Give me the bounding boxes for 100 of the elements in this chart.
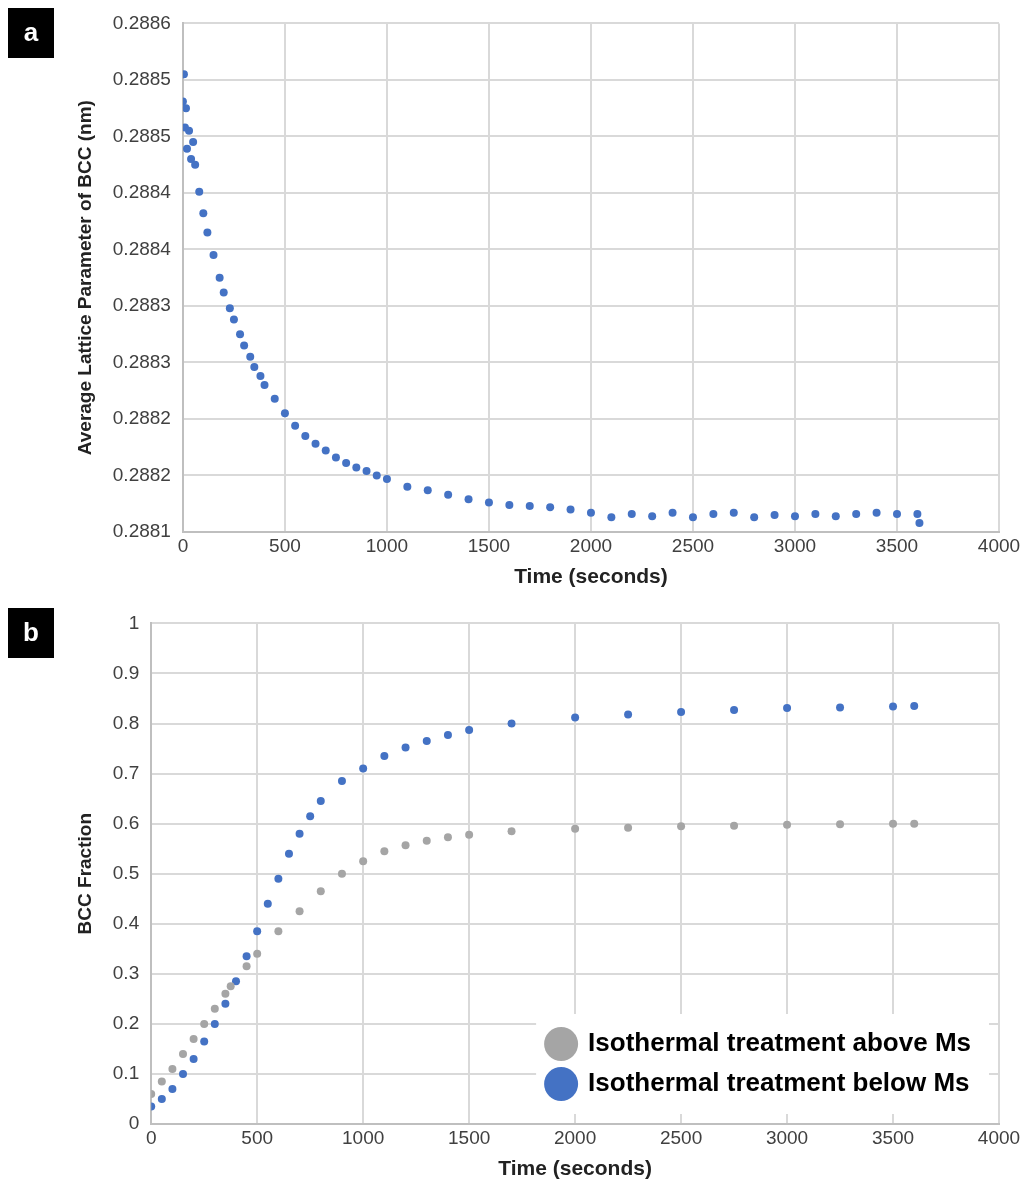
point: [624, 710, 633, 719]
x-tick-label: 1000: [342, 1126, 385, 1148]
point: [422, 737, 431, 746]
point: [677, 708, 686, 717]
point: [507, 827, 516, 836]
y-tick-label: 0.2883: [112, 350, 171, 372]
x-tick-label: 2500: [671, 534, 715, 556]
point: [401, 841, 410, 850]
point: [507, 719, 516, 728]
x-axis-title: Time (seconds): [498, 1156, 652, 1180]
point: [380, 752, 389, 761]
point: [465, 830, 474, 839]
x-tick-label: 2500: [659, 1126, 703, 1148]
point: [189, 1034, 198, 1043]
x-tick-label: 3500: [875, 534, 919, 556]
x-tick-label: 0: [177, 534, 189, 556]
y-tick-label: 0.1: [112, 1062, 140, 1084]
point: [783, 820, 792, 829]
x-tick-label: 3000: [773, 534, 817, 556]
point: [226, 982, 235, 991]
point: [359, 857, 368, 866]
point: [253, 927, 262, 936]
point: [401, 743, 410, 752]
x-axis-title: Time (seconds): [514, 564, 668, 588]
y-tick-label: 0: [128, 1112, 140, 1134]
point: [179, 1049, 188, 1058]
y-tick-label: 0.2881: [112, 520, 171, 542]
legend-label: Isothermal treatment above Ms: [588, 1027, 971, 1058]
point: [316, 797, 325, 806]
y-axis-title: Average Lattice Parameter of BCC (nm): [73, 100, 95, 456]
y-tick-label: 0.7: [112, 761, 140, 783]
point: [242, 952, 251, 961]
y-tick-label: 0.2884: [112, 181, 172, 203]
point: [221, 989, 230, 998]
point: [380, 847, 389, 856]
point: [730, 706, 739, 714]
point: [210, 1019, 219, 1028]
point: [571, 713, 580, 722]
point: [337, 869, 346, 878]
x-tick-label: 3000: [765, 1126, 809, 1148]
point: [624, 823, 633, 832]
point: [677, 822, 686, 831]
x-tick-label: 2000: [569, 534, 613, 556]
y-tick-label: 0.4: [112, 911, 140, 933]
y-tick-label: 0.3: [112, 962, 140, 984]
y-tick-label: 0.5: [112, 861, 140, 883]
point: [295, 907, 304, 916]
point: [443, 731, 452, 740]
point: [316, 887, 325, 896]
point: [263, 899, 272, 908]
point: [253, 949, 262, 958]
point: [295, 829, 304, 838]
point: [889, 819, 898, 828]
x-tick-label: 1000: [365, 534, 409, 556]
x-tick-label: 4000: [977, 534, 1021, 556]
x-tick-label: 1500: [447, 1126, 491, 1148]
y-axis-title: BCC Fraction: [73, 813, 95, 935]
y-tick-label: 0.2885: [112, 68, 171, 90]
point: [422, 836, 431, 845]
point: [571, 824, 580, 833]
point: [242, 962, 251, 971]
x-tick-label: 500: [241, 1126, 274, 1148]
point: [306, 812, 315, 821]
x-tick-label: 500: [269, 534, 301, 556]
y-tick-label: 0.2885: [112, 124, 171, 146]
y-tick-label: 0.2884: [112, 237, 172, 259]
point: [210, 1004, 219, 1013]
y-tick-label: 0.6: [112, 811, 140, 833]
chart-title: a: [23, 17, 39, 48]
point: [200, 1019, 209, 1028]
x-tick-label: 1500: [467, 534, 511, 556]
point: [200, 1037, 209, 1046]
y-tick-label: 0.2886: [112, 11, 171, 33]
point: [783, 704, 792, 712]
point: [836, 703, 845, 712]
y-tick-label: 1: [128, 611, 140, 633]
point: [189, 1054, 198, 1063]
point: [836, 820, 845, 829]
y-tick-label: 0.8: [112, 711, 140, 733]
point: [910, 702, 919, 710]
point: [179, 1069, 188, 1078]
legend-label: Isothermal treatment below Ms: [588, 1067, 970, 1098]
y-tick-label: 0.2883: [112, 294, 171, 316]
point: [157, 1094, 166, 1103]
point: [359, 764, 368, 773]
x-tick-label: 3500: [871, 1126, 915, 1148]
point: [910, 819, 919, 828]
point: [284, 849, 293, 858]
point: [337, 777, 346, 786]
chart-title: b: [23, 617, 39, 648]
point: [168, 1064, 177, 1073]
y-tick-label: 0.2882: [112, 407, 171, 429]
point: [157, 1077, 166, 1086]
point: [274, 874, 283, 883]
point: [889, 702, 898, 711]
x-tick-label: 2000: [553, 1126, 597, 1148]
y-tick-label: 0.2882: [112, 463, 171, 485]
x-tick-label: 4000: [977, 1126, 1021, 1148]
point: [221, 999, 230, 1008]
point: [443, 833, 452, 842]
